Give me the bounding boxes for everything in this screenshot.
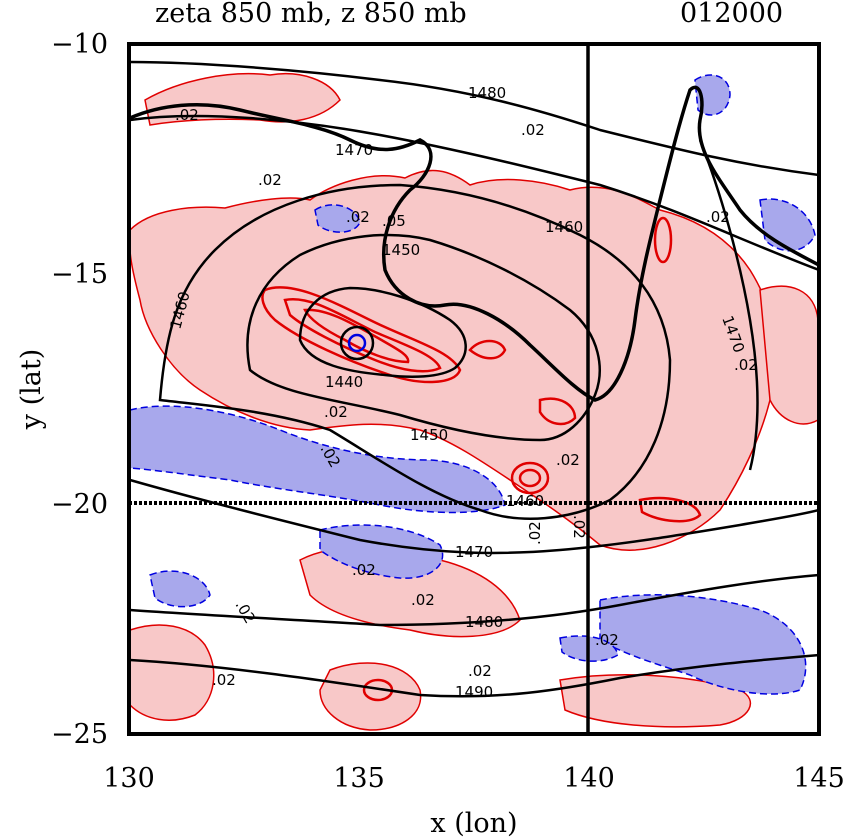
y-tick-labels: −10 −15 −20 −25	[51, 29, 108, 750]
height-label: 1450	[410, 426, 448, 444]
negative-patch-southeast	[599, 594, 807, 695]
strong-vorticity-contours	[261, 216, 702, 702]
y-tick-label: −15	[51, 259, 108, 290]
x-tick-label: 140	[563, 763, 615, 794]
y-tick-label: −25	[51, 719, 108, 750]
vorticity-label: .02	[521, 121, 545, 139]
vorticity-label: .02	[352, 561, 376, 579]
x-tick-label: 135	[333, 763, 385, 794]
positive-region-southwest	[129, 624, 215, 721]
y-tick-label: −10	[51, 29, 108, 60]
vortex-core-band-3	[303, 308, 410, 364]
height-label: 1440	[325, 373, 363, 391]
x-tick-label: 130	[103, 763, 155, 794]
vorticity-label: .02	[468, 662, 492, 680]
height-label: 1460	[545, 218, 583, 236]
vortex-ring-east	[653, 216, 673, 264]
vorticity-label: .02	[595, 631, 619, 649]
height-contour-1440	[298, 286, 467, 378]
height-contour-1490	[129, 653, 819, 698]
height-contour-1470-east	[698, 139, 759, 471]
vorticity-label: .02	[175, 106, 199, 124]
height-label: 1460	[506, 492, 544, 510]
cyclone-center	[339, 325, 375, 361]
x-axis-label: x (lon)	[430, 808, 517, 839]
vortex-ring-southeast-inner	[518, 468, 542, 488]
vorticity-label: .02	[734, 356, 758, 374]
vorticity-label: .02	[706, 208, 730, 226]
y-tick-label: −20	[51, 489, 108, 520]
vorticity-label: .02	[526, 521, 544, 545]
cyclone-ring-inner	[347, 333, 367, 353]
negative-patch-southwest-small	[149, 570, 211, 608]
y-axis-label: y (lat)	[16, 349, 47, 431]
vorticity-label: .02	[212, 671, 236, 689]
vortex-arc-south	[468, 339, 507, 360]
height-label: 1470	[455, 543, 493, 561]
vortex-core-band-1	[261, 286, 462, 384]
vortex-core-band-2	[283, 297, 442, 373]
vortex-arc-south-2	[538, 397, 577, 426]
height-label: 1490	[455, 683, 493, 701]
vorticity-label: .02	[258, 171, 282, 189]
vorticity-label: .02	[556, 451, 580, 469]
coastline	[129, 85, 819, 402]
height-contours	[129, 60, 819, 698]
vorticity-label: .02	[324, 403, 348, 421]
height-contour-1480-south	[129, 573, 819, 627]
positive-region-northwest	[144, 72, 341, 126]
negative-patch-north	[314, 204, 361, 233]
vorticity-label: .02	[570, 515, 588, 539]
height-label: 1480	[465, 613, 503, 631]
vortex-arc-east	[638, 496, 702, 523]
height-label: 1450	[382, 241, 420, 259]
vorticity-label: .02	[411, 591, 435, 609]
x-axis: 130 135 140 145 x (lon)	[103, 763, 845, 839]
vortex-ring-southeast	[510, 461, 550, 495]
positive-region-bottom-center	[319, 662, 422, 731]
plot-title: zeta 850 mb, z 850 mb	[155, 0, 467, 29]
height-contour-1470-south	[129, 478, 819, 555]
vorticity-label: .02	[346, 208, 370, 226]
height-contour-1470-north	[129, 114, 819, 272]
height-contour-1460	[158, 183, 672, 520]
plot-frame	[127, 42, 821, 736]
map-area: 1480 1470 1460 1450 1460 1440 1450 1460 …	[129, 44, 819, 734]
x-tick-labels: 130 135 140 145	[103, 763, 845, 794]
height-contour-1450	[246, 233, 601, 442]
height-label: 1470	[335, 141, 373, 159]
x-tick-label: 145	[793, 763, 845, 794]
plot-time: 012000	[680, 0, 783, 29]
y-axis: −10 −15 −20 −25 y (lat)	[16, 29, 108, 750]
cyclone-ring-outer	[339, 325, 375, 361]
height-label: 1480	[468, 84, 506, 102]
vorticity-label: .05	[382, 212, 406, 230]
